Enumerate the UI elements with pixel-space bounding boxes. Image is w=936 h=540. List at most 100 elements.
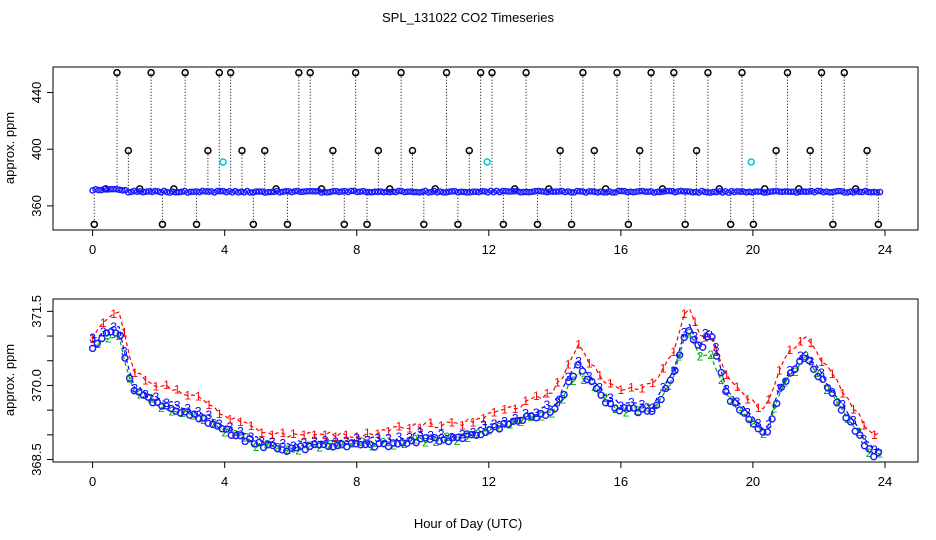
- top-baseline-point: [585, 188, 593, 195]
- bottom-mean-point: [555, 395, 564, 403]
- bottom-mean-point: [532, 413, 541, 422]
- bottom-series-1-marker: 1: [808, 336, 815, 350]
- top-spike-point: [704, 68, 712, 77]
- bottom-series-3-marker: 3: [110, 320, 117, 334]
- bottom-x-tick-label: 16: [614, 474, 628, 489]
- top-spike-point: [260, 146, 269, 155]
- top-baseline-point: [285, 187, 293, 195]
- top-spike-point: [749, 220, 758, 229]
- top-baseline-point: [187, 188, 194, 196]
- top-baseline-point: [338, 188, 346, 195]
- top-baseline-point: [463, 189, 471, 196]
- bottom-series-2-marker: 2: [221, 426, 228, 440]
- top-baseline-point: [442, 189, 450, 196]
- bottom-mean-point: [222, 425, 231, 433]
- bottom-series-2-marker: 2: [242, 430, 249, 444]
- bottom-series-3-marker: 3: [353, 431, 360, 445]
- bottom-mean-point: [176, 409, 185, 417]
- top-baseline-point: [401, 188, 408, 196]
- top-baseline-point: [844, 189, 851, 196]
- top-baseline-point: [154, 188, 162, 195]
- bottom-series-1-marker: 1: [301, 428, 308, 442]
- bottom-series-1-marker: 1: [375, 427, 382, 441]
- top-spike-point: [124, 146, 133, 155]
- top-baseline-point: [282, 187, 290, 195]
- bottom-mean-point: [856, 431, 864, 439]
- bottom-mean-point: [232, 431, 240, 440]
- bottom-mean-point: [125, 374, 134, 382]
- top-baseline-point: [335, 188, 343, 196]
- bottom-mean-point: [426, 435, 434, 444]
- top-baseline-point: [119, 187, 126, 194]
- bottom-mean-point: [768, 415, 776, 423]
- bottom-mean-point: [463, 430, 471, 438]
- bottom-mean-point: [88, 344, 97, 353]
- bottom-mean-point: [514, 417, 522, 425]
- top-spike-point: [113, 68, 121, 77]
- top-baseline-point: [353, 188, 361, 196]
- top-baseline-point: [130, 187, 138, 195]
- top-baseline-point: [674, 188, 682, 195]
- bottom-mean-point: [809, 365, 818, 373]
- bottom-series-2-marker: 2: [528, 410, 535, 424]
- top-baseline-point: [258, 188, 266, 195]
- top-baseline-point: [451, 187, 459, 195]
- bottom-mean-point: [454, 433, 462, 442]
- bottom-mean-point: [329, 443, 337, 451]
- bottom-mean-point: [625, 404, 633, 413]
- top-spike-point: [90, 220, 99, 229]
- bottom-series-1-marker: 1: [818, 355, 825, 369]
- bottom-mean-point: [772, 399, 781, 408]
- bottom-mean-point: [851, 427, 859, 435]
- bottom-mean-point: [823, 383, 832, 392]
- bottom-mean-point: [634, 408, 642, 417]
- bottom-series-1-marker: 1: [861, 419, 868, 433]
- bottom-series-3-marker: 3: [839, 397, 846, 411]
- bottom-series-1-marker: 1: [322, 428, 329, 442]
- bottom-x-tick-label: 8: [353, 474, 360, 489]
- top-baseline-point: [517, 188, 524, 196]
- bottom-series-1-marker: 1: [195, 390, 202, 404]
- bottom-series-3-marker: 3: [755, 417, 762, 431]
- top-spike-point: [295, 68, 303, 77]
- bottom-series-1-marker: 1: [174, 383, 181, 397]
- top-baseline-point: [228, 189, 236, 196]
- bottom-series-1-marker: 1: [660, 361, 667, 375]
- top-baseline-point: [124, 189, 132, 196]
- top-baseline-point: [234, 189, 242, 196]
- top-baseline-point: [529, 188, 536, 196]
- bottom-mean-point: [250, 440, 259, 448]
- top-baseline-point: [374, 188, 382, 196]
- top-spike-point: [420, 220, 428, 229]
- top-calibration-point: [483, 158, 491, 166]
- top-baseline-point: [647, 188, 655, 195]
- top-baseline-point: [564, 188, 572, 195]
- top-spike-point: [238, 146, 246, 155]
- top-baseline-point: [540, 188, 548, 195]
- bottom-series-1-marker: 1: [89, 332, 96, 346]
- bottom-series-2-marker: 2: [200, 413, 207, 427]
- top-baseline-point: [849, 189, 857, 196]
- top-baseline-point: [841, 189, 848, 196]
- top-baseline-point: [630, 188, 637, 196]
- top-spike-point: [738, 68, 746, 77]
- top-spike-point: [681, 220, 689, 229]
- bottom-mean-point: [500, 419, 508, 428]
- bottom-mean-point: [204, 419, 212, 427]
- top-baseline-point: [294, 187, 301, 195]
- bottom-series-2-marker: 2: [570, 374, 577, 388]
- bottom-mean-point: [675, 351, 684, 359]
- top-baseline-point: [799, 188, 807, 195]
- bottom-series-2-marker: 2: [507, 418, 514, 432]
- top-plot-frame: [52, 66, 919, 231]
- top-baseline-point: [633, 188, 640, 195]
- bottom-mean-point: [828, 389, 836, 397]
- top-spike-point: [147, 68, 155, 77]
- x-axis-title: Hour of Day (UTC): [414, 516, 522, 531]
- bottom-series-3-marker: 3: [861, 432, 868, 446]
- top-spike-point: [647, 68, 655, 77]
- bottom-series-1-marker: 1: [332, 430, 339, 444]
- bottom-mean-point: [629, 404, 638, 412]
- bottom-mean-point: [648, 407, 656, 416]
- bottom-series-1-marker: 1: [480, 412, 487, 426]
